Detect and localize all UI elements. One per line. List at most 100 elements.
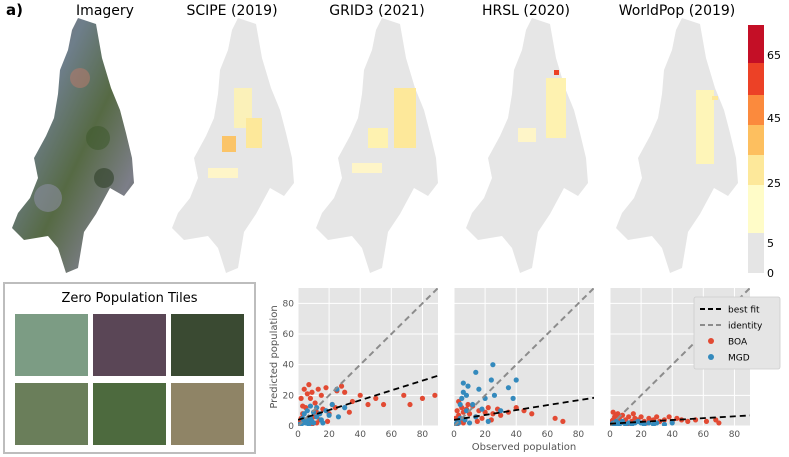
map-title-grid3: GRID3 (2021) <box>329 3 425 19</box>
zero-tile-3 <box>171 314 244 376</box>
hrsl-map <box>466 18 588 273</box>
zero-tile-6 <box>171 383 244 445</box>
point-boa <box>318 392 324 398</box>
point-boa <box>485 405 491 411</box>
zero-tile-4 <box>15 383 88 445</box>
x-tick-label: 0 <box>295 430 301 440</box>
point-boa <box>346 409 352 415</box>
legend-marker <box>708 354 714 360</box>
point-boa <box>529 411 535 417</box>
point-boa <box>300 403 306 409</box>
x-tick-label: 0 <box>451 430 457 440</box>
grid3-map <box>316 18 438 273</box>
point-boa <box>373 395 379 401</box>
point-mgd <box>460 380 466 386</box>
point-mgd <box>491 392 498 398</box>
point-mgd <box>669 420 675 426</box>
x-axis-label: Observed population <box>472 442 577 453</box>
best-fit-line <box>610 414 750 425</box>
colorbar-band-3 <box>748 125 764 155</box>
point-boa <box>306 382 312 388</box>
point-boa <box>342 389 348 395</box>
colorbar-tick-65: 65 <box>767 49 781 62</box>
point-boa <box>338 383 345 389</box>
point-boa <box>552 415 558 421</box>
point-mgd <box>457 401 463 408</box>
worldpop-map <box>616 18 738 273</box>
best-fit-line <box>298 374 438 421</box>
point-boa <box>298 395 304 401</box>
colorbar-tick-0: 0 <box>767 267 774 280</box>
point-boa <box>490 411 496 417</box>
x-tick-label: 0 <box>607 430 613 440</box>
point-boa <box>716 420 722 426</box>
y-tick-label: 40 <box>283 361 295 371</box>
point-mgd <box>320 420 326 426</box>
point-boa <box>685 418 691 424</box>
point-mgd <box>641 421 647 426</box>
point-boa <box>513 405 519 411</box>
x-tick-label: 80 <box>417 430 429 440</box>
point-boa <box>324 418 331 424</box>
colorbar <box>748 25 764 273</box>
panel-a-label: a) <box>6 1 23 19</box>
x-tick-label: 80 <box>729 430 741 440</box>
x-tick-label: 60 <box>542 430 554 440</box>
point-boa <box>630 411 636 417</box>
y-tick-label: 0 <box>288 422 294 432</box>
point-boa <box>454 408 460 414</box>
point-boa <box>666 414 672 420</box>
colorbar-tick-25: 25 <box>767 177 781 190</box>
colorbar-band-1 <box>748 185 764 233</box>
map-title-imagery: Imagery <box>76 3 134 19</box>
y-tick-label: 60 <box>283 330 295 340</box>
point-mgd <box>465 383 471 389</box>
y-axis-label: Predicted population <box>269 305 280 408</box>
point-boa <box>419 395 426 401</box>
point-mgd <box>661 421 668 426</box>
point-mgd <box>459 395 465 401</box>
scipe-map <box>172 18 294 273</box>
legend-label: best fit <box>728 306 760 316</box>
y-tick-label: 80 <box>283 299 295 309</box>
point-mgd <box>323 408 329 414</box>
point-mgd <box>490 362 496 368</box>
point-mgd <box>505 385 512 391</box>
point-mgd <box>476 386 482 392</box>
map-title-hrsl: HRSL (2020) <box>482 3 570 19</box>
point-boa <box>474 418 480 424</box>
legend-marker <box>708 338 714 344</box>
point-mgd <box>473 369 479 375</box>
x-tick-label: 40 <box>666 430 678 440</box>
point-boa <box>432 392 438 398</box>
maps-svg <box>12 18 738 273</box>
point-boa <box>613 412 619 418</box>
point-mgd <box>470 401 476 408</box>
best-fit-line <box>454 396 594 421</box>
point-mgd <box>326 412 332 418</box>
point-mgd <box>498 408 504 414</box>
x-tick-label: 60 <box>698 430 710 440</box>
point-mgd <box>463 392 470 398</box>
point-boa <box>619 412 626 418</box>
point-boa <box>380 401 387 408</box>
point-mgd <box>466 420 473 426</box>
point-boa <box>301 386 307 392</box>
legend-box <box>693 296 781 370</box>
point-boa <box>315 386 321 392</box>
x-tick-label: 40 <box>354 430 366 440</box>
zero-population-tiles: Zero Population Tiles <box>3 282 256 454</box>
point-boa <box>646 415 652 421</box>
map-title-worldpop: WorldPop (2019) <box>618 3 736 19</box>
point-boa <box>638 414 644 420</box>
legend-label: BOA <box>728 338 748 348</box>
x-tick-label: 20 <box>479 430 491 440</box>
zero-tile-5 <box>93 383 166 445</box>
point-mgd <box>488 377 494 383</box>
point-boa <box>407 401 413 408</box>
point-mgd <box>342 405 348 411</box>
legend-label: identity <box>728 322 763 332</box>
point-mgd <box>310 420 317 426</box>
point-mgd <box>329 401 335 408</box>
point-mgd <box>307 403 314 409</box>
